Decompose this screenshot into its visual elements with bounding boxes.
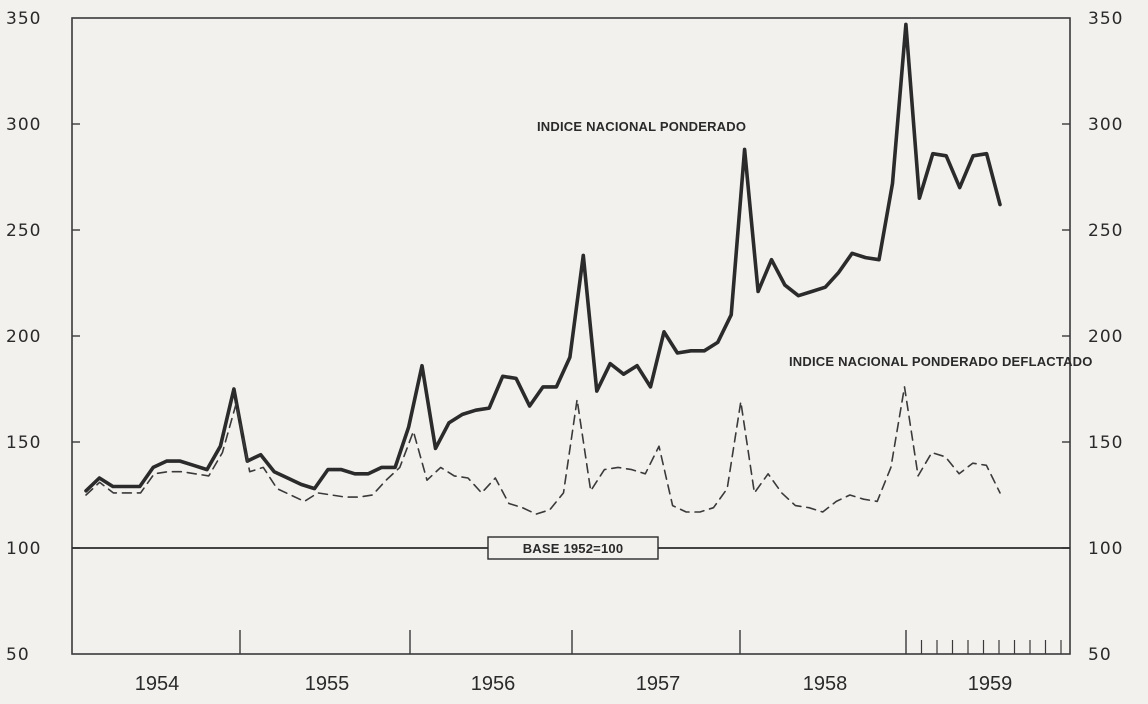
series-line-ponderado	[84, 22, 1002, 493]
x-year-label: 1959	[968, 673, 1013, 695]
x-year-label: 1957	[636, 673, 681, 695]
baseline-label-box	[487, 536, 659, 560]
x-year-label: 1955	[305, 673, 350, 695]
y-tick-label-left: 50	[6, 645, 30, 665]
y-tick-label-right: 250	[1088, 221, 1123, 241]
y-tick-label-right: 350	[1088, 9, 1123, 29]
y-tick-label-left: 350	[6, 9, 41, 29]
y-tick-label-left: 150	[6, 433, 41, 453]
x-year-label: 1956	[471, 673, 516, 695]
series-line-deflactado	[85, 386, 1001, 515]
y-tick-label-left: 100	[6, 539, 41, 559]
baseline-label: BASE 1952=100	[523, 541, 624, 556]
y-tick-label-right: 200	[1088, 327, 1123, 347]
x-year-label: 1954	[135, 673, 180, 695]
series-label-ponderado: INDICE NACIONAL PONDERADO	[537, 119, 746, 134]
series-label-deflactado: INDICE NACIONAL PONDERADO DEFLACTADO	[789, 354, 1093, 369]
y-tick-label-right: 100	[1088, 539, 1123, 559]
y-tick-label-left: 250	[6, 221, 41, 241]
x-year-label: 1958	[803, 673, 848, 695]
y-tick-label-right: 150	[1088, 433, 1123, 453]
y-tick-label-left: 300	[6, 115, 41, 135]
y-tick-label-left: 200	[6, 327, 41, 347]
y-tick-label-right: 300	[1088, 115, 1123, 135]
y-tick-label-right: 50	[1088, 645, 1112, 665]
